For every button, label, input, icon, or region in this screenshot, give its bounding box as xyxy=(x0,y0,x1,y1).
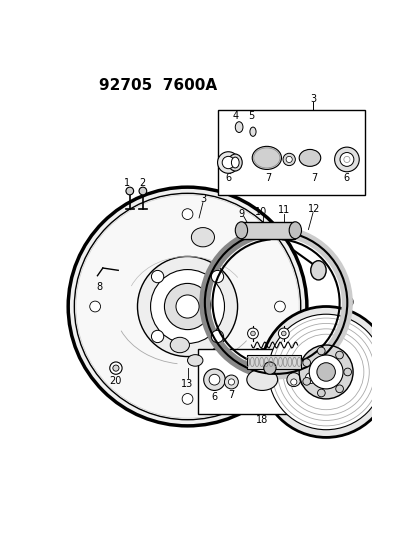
Circle shape xyxy=(305,373,316,384)
Circle shape xyxy=(285,156,292,163)
Circle shape xyxy=(317,347,324,355)
Circle shape xyxy=(278,328,288,339)
Text: 18: 18 xyxy=(256,415,268,425)
Circle shape xyxy=(316,363,335,381)
Text: 12: 12 xyxy=(308,204,320,214)
Ellipse shape xyxy=(246,369,277,391)
Ellipse shape xyxy=(231,157,239,168)
Text: 17: 17 xyxy=(323,332,335,342)
Circle shape xyxy=(151,270,164,282)
Circle shape xyxy=(290,379,296,385)
Text: 6: 6 xyxy=(225,173,231,183)
Circle shape xyxy=(164,284,210,329)
Circle shape xyxy=(274,301,285,312)
Bar xyxy=(241,222,294,239)
Circle shape xyxy=(182,209,192,220)
Text: 8: 8 xyxy=(96,282,102,292)
Circle shape xyxy=(151,330,164,343)
Text: 20: 20 xyxy=(109,376,122,386)
Ellipse shape xyxy=(235,122,242,133)
Circle shape xyxy=(247,328,258,339)
Text: 19: 19 xyxy=(342,297,354,308)
Circle shape xyxy=(76,195,299,418)
Circle shape xyxy=(250,331,255,336)
Text: 14: 14 xyxy=(273,371,285,381)
Circle shape xyxy=(334,147,358,172)
Circle shape xyxy=(90,301,100,312)
Circle shape xyxy=(68,187,306,426)
Circle shape xyxy=(309,355,342,389)
Text: 16: 16 xyxy=(283,348,295,358)
Text: 13: 13 xyxy=(181,378,193,389)
Circle shape xyxy=(203,369,225,391)
Text: 7: 7 xyxy=(265,173,271,183)
Ellipse shape xyxy=(252,147,281,169)
Circle shape xyxy=(182,393,192,405)
Circle shape xyxy=(339,152,353,166)
Ellipse shape xyxy=(310,261,325,280)
Circle shape xyxy=(222,156,234,168)
Circle shape xyxy=(113,365,119,371)
Circle shape xyxy=(263,362,275,374)
Text: 7: 7 xyxy=(228,390,234,400)
Text: 6: 6 xyxy=(343,173,349,183)
Text: 3: 3 xyxy=(309,94,316,103)
Circle shape xyxy=(137,256,237,357)
Ellipse shape xyxy=(187,354,202,366)
Bar xyxy=(218,110,365,195)
Ellipse shape xyxy=(235,222,247,239)
Bar xyxy=(246,355,300,369)
Circle shape xyxy=(281,331,285,336)
Circle shape xyxy=(211,330,223,343)
Circle shape xyxy=(109,362,122,374)
Text: 7: 7 xyxy=(311,173,317,183)
Circle shape xyxy=(335,385,343,393)
Circle shape xyxy=(268,314,383,430)
Text: 2: 2 xyxy=(140,179,146,188)
Text: 9: 9 xyxy=(238,209,244,219)
Circle shape xyxy=(74,193,300,419)
Circle shape xyxy=(150,270,224,343)
Text: 1: 1 xyxy=(124,179,130,188)
Ellipse shape xyxy=(170,337,189,353)
Ellipse shape xyxy=(299,149,320,166)
Circle shape xyxy=(260,306,391,438)
Text: 3: 3 xyxy=(199,193,206,204)
Text: 10: 10 xyxy=(254,207,266,217)
Circle shape xyxy=(335,351,342,359)
Circle shape xyxy=(286,373,300,386)
Text: 14: 14 xyxy=(245,368,257,378)
Circle shape xyxy=(176,295,199,318)
Text: 6: 6 xyxy=(211,392,217,402)
Ellipse shape xyxy=(249,127,256,136)
Circle shape xyxy=(317,389,325,397)
Circle shape xyxy=(224,375,238,389)
Circle shape xyxy=(217,152,239,173)
Text: 4: 4 xyxy=(233,110,239,120)
Circle shape xyxy=(299,367,321,389)
Circle shape xyxy=(302,359,310,367)
Text: 15: 15 xyxy=(254,348,266,358)
Text: 5: 5 xyxy=(248,111,254,122)
Circle shape xyxy=(209,374,219,385)
Ellipse shape xyxy=(288,222,301,239)
Circle shape xyxy=(228,379,234,385)
Ellipse shape xyxy=(191,228,214,247)
Circle shape xyxy=(299,345,352,399)
Text: 11: 11 xyxy=(277,205,289,215)
Text: 6: 6 xyxy=(308,390,314,400)
Circle shape xyxy=(302,377,310,385)
Ellipse shape xyxy=(228,154,242,171)
Circle shape xyxy=(343,368,351,376)
Circle shape xyxy=(282,154,294,166)
Text: 92705  7600A: 92705 7600A xyxy=(99,78,216,93)
Circle shape xyxy=(126,187,133,195)
Circle shape xyxy=(139,187,146,195)
Circle shape xyxy=(211,270,223,282)
Bar xyxy=(197,349,324,414)
Text: 7: 7 xyxy=(290,390,296,400)
